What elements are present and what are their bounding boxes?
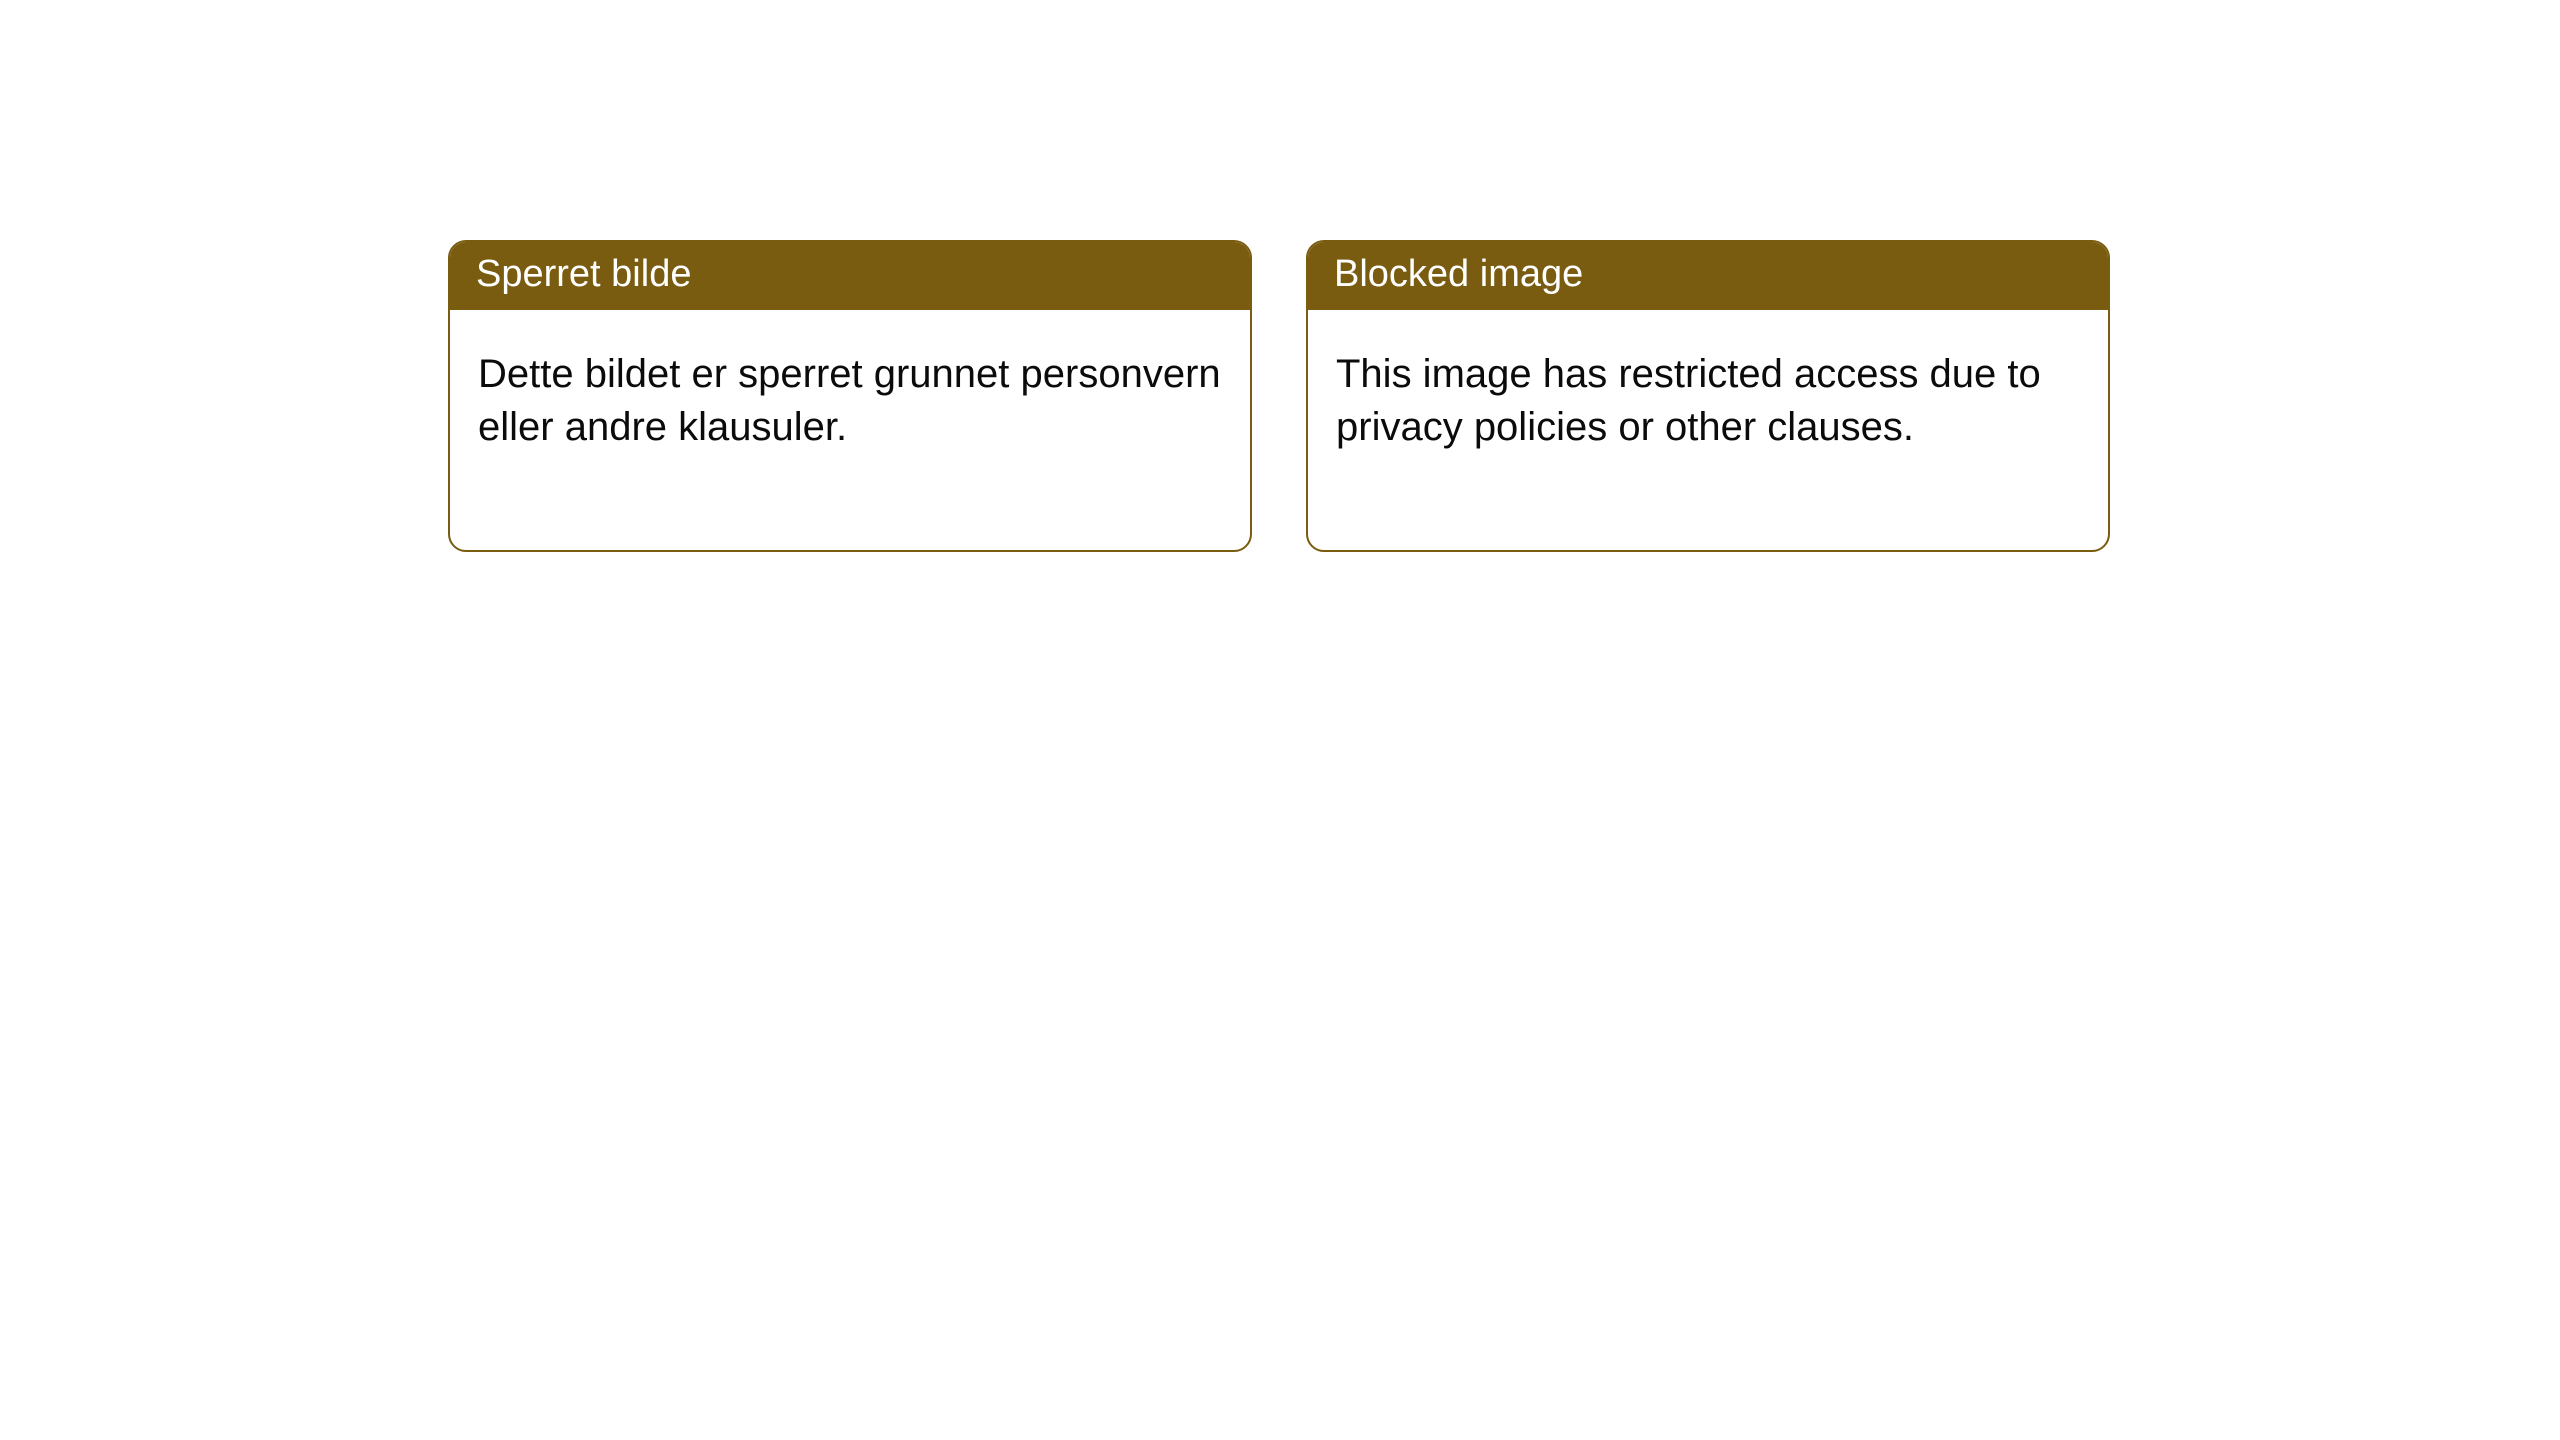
notice-header-en: Blocked image xyxy=(1308,242,2108,310)
notice-text: This image has restricted access due to … xyxy=(1336,348,2080,454)
notice-title: Sperret bilde xyxy=(476,253,691,295)
notice-container: Sperret bilde Dette bildet er sperret gr… xyxy=(0,0,2560,552)
notice-body-en: This image has restricted access due to … xyxy=(1308,310,2108,550)
notice-card-en: Blocked image This image has restricted … xyxy=(1306,240,2110,552)
notice-body-no: Dette bildet er sperret grunnet personve… xyxy=(450,310,1250,550)
notice-header-no: Sperret bilde xyxy=(450,242,1250,310)
notice-card-no: Sperret bilde Dette bildet er sperret gr… xyxy=(448,240,1252,552)
notice-text: Dette bildet er sperret grunnet personve… xyxy=(478,348,1222,454)
notice-title: Blocked image xyxy=(1334,253,1583,295)
